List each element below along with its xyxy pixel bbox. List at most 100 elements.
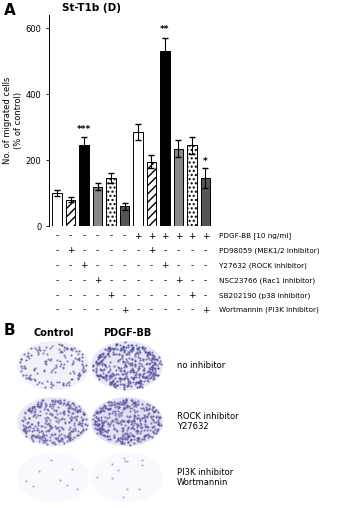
Point — [74, 417, 79, 425]
Point — [142, 422, 148, 430]
Point — [145, 411, 150, 420]
Point — [80, 409, 86, 418]
Point — [113, 409, 118, 417]
Point — [23, 371, 29, 379]
Point — [124, 382, 130, 390]
Point — [58, 434, 64, 442]
Point — [110, 421, 116, 429]
Point — [125, 417, 130, 425]
Point — [150, 372, 156, 380]
Point — [80, 368, 86, 376]
Point — [118, 345, 124, 354]
Point — [82, 366, 88, 374]
Point — [32, 405, 38, 414]
Point — [69, 465, 75, 473]
Point — [114, 416, 120, 424]
Point — [119, 351, 125, 359]
Point — [56, 437, 62, 445]
Point — [65, 400, 71, 408]
Point — [54, 356, 60, 364]
Point — [26, 406, 32, 414]
Point — [141, 413, 146, 421]
Point — [129, 419, 134, 427]
Point — [54, 361, 59, 369]
Text: -: - — [110, 261, 113, 270]
Point — [117, 341, 122, 349]
Point — [142, 411, 148, 420]
Point — [21, 350, 27, 358]
Point — [144, 368, 150, 376]
Point — [97, 428, 103, 436]
Point — [139, 380, 145, 388]
Point — [144, 431, 149, 439]
Point — [115, 404, 120, 412]
Point — [104, 371, 109, 379]
Point — [129, 343, 135, 352]
Point — [102, 374, 107, 382]
Point — [117, 380, 122, 388]
Point — [92, 420, 98, 428]
Point — [108, 397, 113, 405]
Point — [39, 422, 44, 430]
Point — [49, 431, 55, 439]
Point — [62, 342, 67, 351]
Point — [145, 430, 151, 438]
Point — [128, 382, 134, 390]
Point — [40, 431, 46, 439]
Point — [92, 418, 98, 426]
Point — [125, 417, 131, 425]
Point — [116, 412, 122, 420]
Point — [146, 348, 151, 357]
Point — [72, 412, 78, 421]
Point — [120, 430, 125, 438]
Point — [125, 381, 131, 389]
Point — [34, 414, 39, 422]
Point — [155, 417, 161, 425]
Point — [149, 356, 154, 364]
Point — [141, 426, 147, 434]
Point — [32, 431, 37, 439]
Point — [146, 360, 152, 368]
Bar — [52, 193, 62, 226]
Point — [158, 360, 163, 368]
Point — [53, 363, 58, 371]
Point — [43, 418, 49, 426]
Point — [116, 351, 121, 359]
Point — [138, 424, 144, 432]
Point — [140, 372, 146, 380]
Point — [106, 423, 112, 431]
Point — [135, 350, 141, 358]
Point — [111, 432, 117, 440]
Point — [96, 425, 101, 433]
Point — [49, 410, 55, 419]
Point — [55, 403, 61, 411]
Point — [114, 399, 119, 407]
Point — [113, 374, 118, 382]
Point — [152, 368, 158, 376]
Point — [63, 381, 69, 389]
Point — [139, 360, 144, 368]
Point — [28, 420, 34, 428]
Point — [121, 493, 126, 501]
Point — [50, 402, 56, 410]
Point — [58, 341, 64, 349]
Point — [115, 419, 120, 427]
Text: +: + — [148, 246, 155, 256]
Point — [135, 434, 141, 442]
Point — [101, 407, 106, 415]
Point — [103, 401, 108, 409]
Point — [156, 353, 161, 361]
Point — [47, 399, 52, 407]
Point — [58, 398, 64, 406]
Point — [19, 367, 24, 375]
Point — [61, 351, 66, 359]
Point — [105, 435, 110, 443]
Point — [112, 350, 117, 358]
Point — [70, 425, 75, 433]
Point — [135, 437, 141, 445]
Point — [155, 420, 161, 428]
Point — [49, 411, 55, 419]
Point — [117, 437, 122, 445]
Point — [134, 429, 139, 437]
Point — [122, 360, 127, 368]
